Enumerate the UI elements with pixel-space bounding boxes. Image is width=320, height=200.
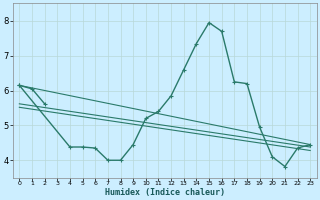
X-axis label: Humidex (Indice chaleur): Humidex (Indice chaleur) xyxy=(105,188,225,197)
